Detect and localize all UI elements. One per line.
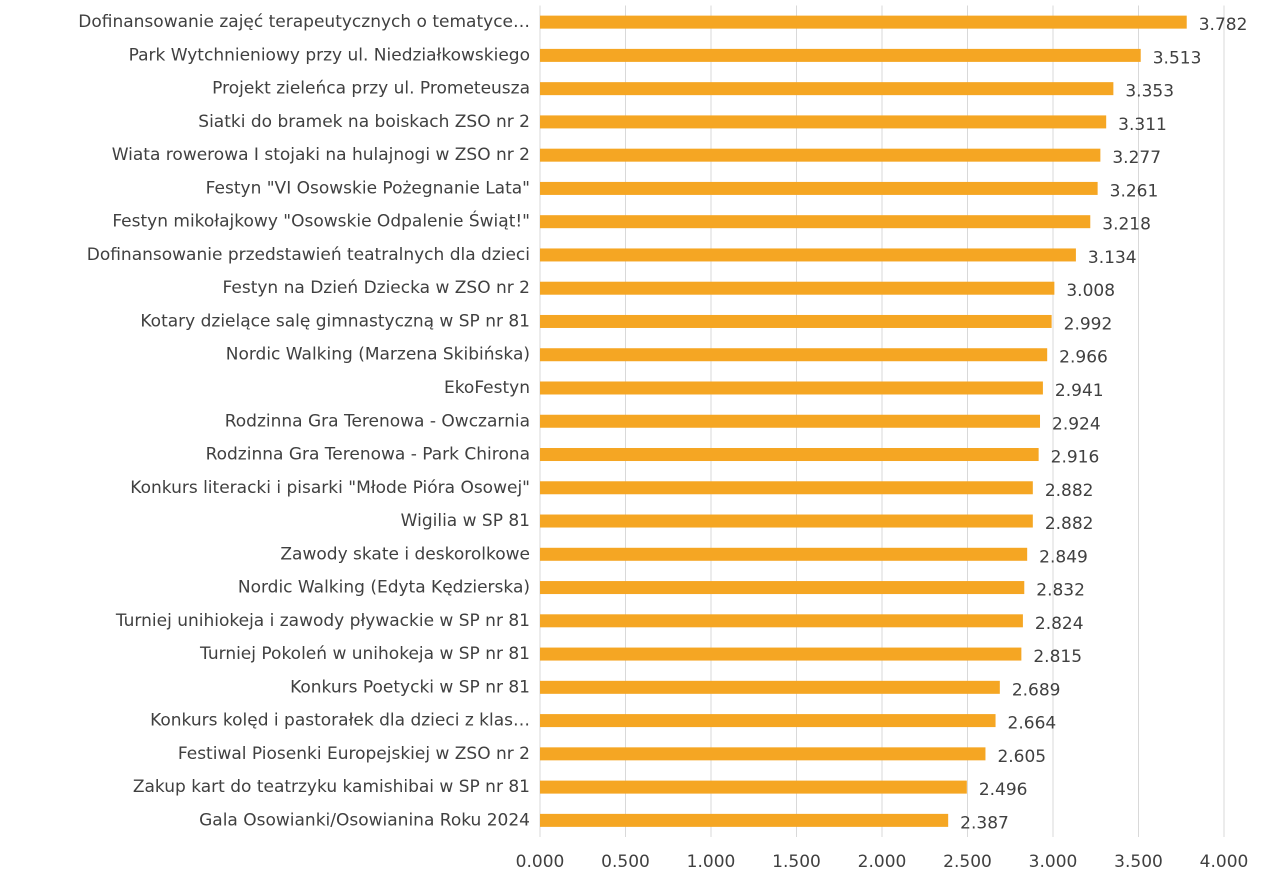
y-tick-label: Konkurs literacki i pisarki "Młode Pióra… <box>130 478 530 498</box>
y-tick-label: Gala Osowianki/Osowianina Roku 2024 <box>199 810 530 830</box>
bar <box>540 514 1033 528</box>
y-tick-label: Wigilia w SP 81 <box>401 511 530 531</box>
bar <box>540 281 1055 295</box>
y-tick-label: Park Wytchnieniowy przy ul. Niedziałkows… <box>129 45 530 65</box>
bar <box>540 448 1039 462</box>
bar <box>540 813 949 827</box>
y-tick-label: EkoFestyn <box>444 378 530 398</box>
value-label: 2.832 <box>1036 581 1085 601</box>
y-tick-label: Rodzinna Gra Terenowa - Park Chirona <box>206 445 530 465</box>
x-tick-label: 1.000 <box>687 852 736 872</box>
y-tick-label: Nordic Walking (Marzena Skibińska) <box>226 345 530 365</box>
bar <box>540 581 1025 595</box>
value-label: 2.849 <box>1039 547 1088 567</box>
y-tick-label: Nordic Walking (Edyta Kędzierska) <box>238 578 530 598</box>
value-label: 3.008 <box>1066 281 1115 301</box>
y-tick-label: Zawody skate i deskorolkowe <box>280 544 530 564</box>
value-label: 2.924 <box>1052 414 1101 434</box>
value-label: 2.496 <box>979 780 1028 800</box>
value-label: 3.513 <box>1153 48 1202 68</box>
y-tick-label: Konkurs kolęd i pastorałek dla dzieci z … <box>150 711 530 731</box>
y-tick-label: Turniej Pokoleń w unihokeja w SP nr 81 <box>199 644 530 664</box>
value-label: 2.966 <box>1059 348 1108 368</box>
y-tick-label: Festiwal Piosenki Europejskiej w ZSO nr … <box>178 744 530 764</box>
value-label: 3.277 <box>1112 148 1161 168</box>
bar <box>540 547 1028 561</box>
x-tick-label: 2.000 <box>858 852 907 872</box>
y-tick-label: Projekt zieleńca przy ul. Prometeusza <box>212 79 530 99</box>
value-label: 2.916 <box>1051 448 1100 468</box>
bar <box>540 82 1114 96</box>
value-label: 3.134 <box>1088 248 1137 268</box>
value-label: 3.218 <box>1102 215 1151 235</box>
x-tick-label: 0.500 <box>601 852 650 872</box>
bar <box>540 215 1091 229</box>
value-label: 2.824 <box>1035 614 1084 634</box>
bar <box>540 48 1141 62</box>
bar <box>540 414 1041 428</box>
value-label: 3.353 <box>1125 82 1174 102</box>
y-tick-label: Festyn "VI Osowskie Pożegnanie Lata" <box>206 178 530 198</box>
value-label: 2.882 <box>1045 481 1094 501</box>
bar <box>540 714 996 728</box>
bar <box>540 614 1023 628</box>
value-label: 2.605 <box>997 747 1046 767</box>
y-tick-label: Konkurs Poetycki w SP nr 81 <box>290 677 530 697</box>
bar <box>540 680 1000 694</box>
x-tick-label: 3.000 <box>1029 852 1078 872</box>
value-label: 3.782 <box>1199 15 1248 35</box>
x-tick-label: 0.000 <box>516 852 565 872</box>
x-tick-label: 4.000 <box>1200 852 1249 872</box>
value-label: 2.941 <box>1055 381 1104 401</box>
value-label: 2.689 <box>1012 680 1061 700</box>
value-label: 3.261 <box>1110 181 1159 201</box>
bar <box>540 348 1048 362</box>
y-tick-label: Festyn na Dzień Dziecka w ZSO nr 2 <box>223 278 530 298</box>
y-tick-label: Zakup kart do teatrzyku kamishibai w SP … <box>133 777 530 797</box>
value-label: 2.815 <box>1033 647 1082 667</box>
y-tick-label: Siatki do bramek na boiskach ZSO nr 2 <box>198 112 530 132</box>
value-label: 2.387 <box>960 813 1009 833</box>
bar <box>540 780 967 794</box>
y-tick-label: Rodzinna Gra Terenowa - Owczarnia <box>225 411 530 431</box>
x-tick-label: 1.500 <box>772 852 821 872</box>
y-tick-label: Wiata rowerowa I stojaki na hulajnogi w … <box>112 145 530 165</box>
bar <box>540 248 1076 262</box>
value-label: 2.992 <box>1064 314 1113 334</box>
bar <box>540 647 1022 661</box>
y-tick-label: Turniej unihiokeja i zawody pływackie w … <box>115 611 530 631</box>
y-tick-label: Festyn mikołajkowy "Osowskie Odpalenie Ś… <box>112 210 530 232</box>
y-tick-label: Dofinansowanie przedstawień teatralnych … <box>87 245 530 265</box>
bar <box>540 115 1107 129</box>
x-tick-label: 2.500 <box>943 852 992 872</box>
value-label: 2.664 <box>1008 714 1057 734</box>
value-label: 2.882 <box>1045 514 1094 534</box>
bar <box>540 381 1043 395</box>
bar <box>540 148 1101 162</box>
y-tick-label: Dofinansowanie zajęć terapeutycznych o t… <box>78 12 530 32</box>
value-label: 3.311 <box>1118 115 1167 135</box>
bar <box>540 747 986 761</box>
bar <box>540 481 1033 495</box>
y-tick-label: Kotary dzielące salę gimnastyczną w SP n… <box>140 311 530 331</box>
bar <box>540 15 1187 29</box>
bar <box>540 181 1098 195</box>
bar <box>540 314 1052 328</box>
x-tick-label: 3.500 <box>1114 852 1163 872</box>
